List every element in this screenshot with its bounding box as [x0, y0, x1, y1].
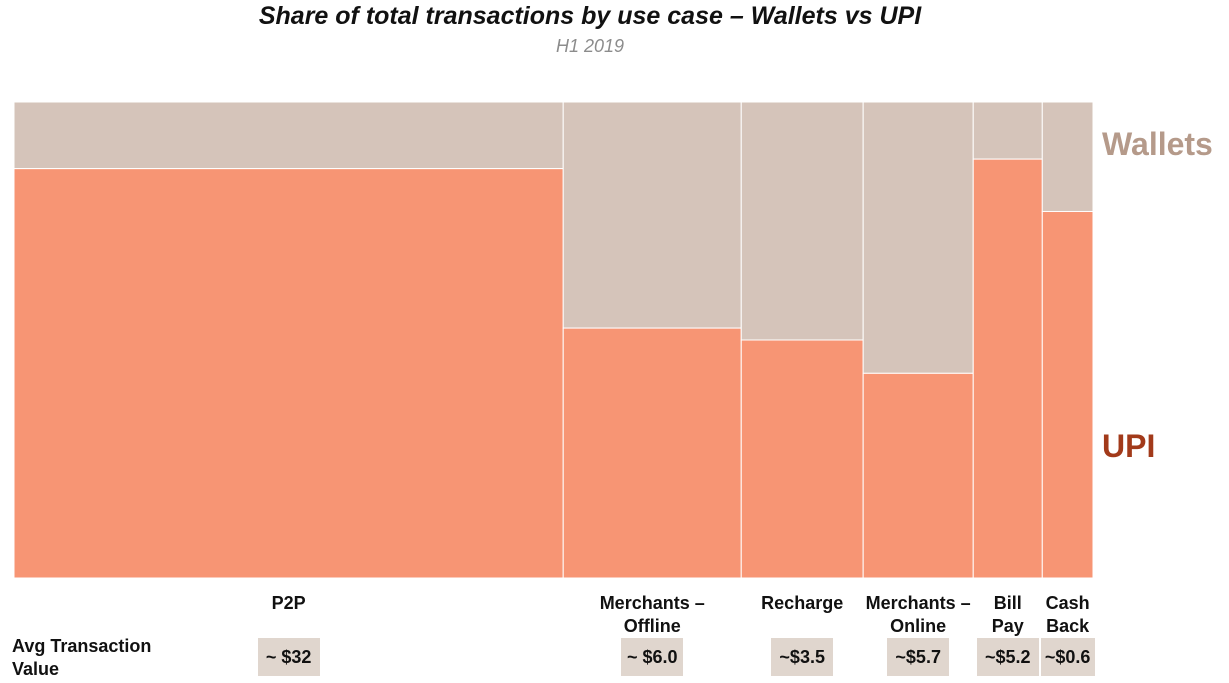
category-label: Bill Pay — [991, 593, 1024, 636]
upi-segment — [740, 339, 864, 579]
wallets-segment — [972, 101, 1043, 160]
upi-segment — [562, 327, 742, 579]
avg-transaction-label: Avg Transaction Value — [12, 636, 152, 679]
wallets-segment — [562, 101, 742, 329]
avg-value-badge: ~$3.5 — [771, 638, 834, 676]
avg-value-badge: ~$0.6 — [1040, 638, 1095, 676]
chart-title: Share of total transactions by use case … — [258, 2, 922, 30]
avg-value-badge: ~$5.2 — [976, 638, 1039, 676]
chart-subtitle: H1 2019 — [555, 36, 625, 56]
upi-segment — [862, 372, 974, 579]
category-label: Cash Back — [1045, 593, 1090, 636]
category-label: Merchants – Offline — [599, 593, 705, 636]
category-label: Recharge — [761, 593, 844, 613]
category-label: P2P — [271, 593, 306, 613]
category-label: Merchants – Online — [865, 593, 971, 636]
wallets-segment — [740, 101, 864, 341]
upi-segment — [13, 168, 564, 579]
avg-value-badge: ~ $6.0 — [621, 638, 684, 676]
wallets-segment — [1041, 101, 1094, 212]
upi-segment — [972, 158, 1043, 579]
wallets-segment — [862, 101, 974, 374]
avg-value-badge: ~ $32 — [257, 638, 320, 676]
legend-upi: UPI — [1102, 428, 1156, 464]
wallets-segment — [13, 101, 564, 170]
legend-wallets: Wallets — [1102, 126, 1213, 162]
upi-segment — [1041, 210, 1094, 579]
avg-value-badge: ~$5.7 — [887, 638, 950, 676]
